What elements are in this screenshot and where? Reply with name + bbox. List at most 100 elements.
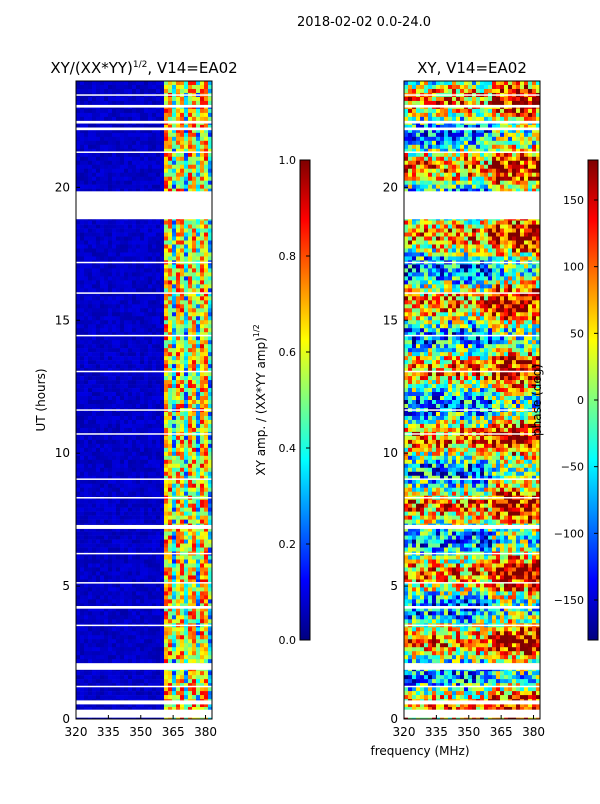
amplitude-heatmap-cell xyxy=(160,304,165,309)
amplitude-heatmap-cell xyxy=(108,519,113,524)
amplitude-heatmap-cell xyxy=(92,511,97,516)
amplitude-heatmap-cell xyxy=(96,483,101,489)
amplitude-heatmap-cell xyxy=(192,344,197,349)
amplitude-heatmap-cell xyxy=(160,156,165,162)
amplitude-heatmap-cell xyxy=(156,172,161,177)
amplitude-heatmap-cell xyxy=(160,491,165,496)
amplitude-heatmap-cell xyxy=(120,603,125,608)
amplitude-heatmap-cell xyxy=(192,368,197,373)
amplitude-heatmap-cell xyxy=(192,356,197,361)
amplitude-heatmap-cell xyxy=(108,443,113,449)
amplitude-heatmap-cell xyxy=(196,447,201,453)
amplitude-heatmap-cell xyxy=(196,419,201,425)
amplitude-heatmap-cell xyxy=(80,635,85,640)
amplitude-heatmap-cell xyxy=(140,591,145,596)
amplitude-heatmap-cell xyxy=(84,300,89,305)
amplitude-heatmap-cell xyxy=(128,615,133,620)
amplitude-heatmap-cell xyxy=(144,635,149,640)
amplitude-heatmap-cell xyxy=(200,635,205,640)
amplitude-heatmap-cell xyxy=(88,591,93,596)
amplitude-heatmap-cell xyxy=(176,304,181,309)
amplitude-heatmap-cell xyxy=(112,312,117,317)
amplitude-heatmap-cell xyxy=(96,220,101,225)
amplitude-heatmap-cell xyxy=(112,180,117,185)
amplitude-heatmap-cell xyxy=(120,443,125,449)
amplitude-heatmap-cell xyxy=(128,511,133,516)
amplitude-heatmap-cell xyxy=(80,403,85,409)
amplitude-heatmap-cell xyxy=(176,595,181,600)
amplitude-heatmap-cell xyxy=(84,491,89,496)
amplitude-heatmap-cell xyxy=(136,348,141,353)
amplitude-heatmap-cell xyxy=(152,124,157,130)
amplitude-heatmap-cell xyxy=(164,168,169,174)
amplitude-heatmap-cell xyxy=(76,483,81,489)
amplitude-heatmap-cell xyxy=(200,483,205,489)
amplitude-heatmap-cell xyxy=(84,619,89,624)
amplitude-heatmap-cell xyxy=(132,583,137,588)
amplitude-heatmap-cell xyxy=(96,300,101,305)
amplitude-heatmap-cell xyxy=(192,160,197,166)
amplitude-heatmap-cell xyxy=(104,128,109,134)
amplitude-heatmap-cell xyxy=(116,352,121,357)
amplitude-heatmap-cell xyxy=(144,364,149,369)
amplitude-heatmap-cell xyxy=(136,160,141,166)
amplitude-heatmap-cell xyxy=(172,384,177,389)
amplitude-heatmap-cell xyxy=(88,132,93,138)
amplitude-heatmap-cell xyxy=(108,435,113,441)
amplitude-heatmap-cell xyxy=(180,348,185,353)
amplitude-heatmap-cell xyxy=(152,467,157,473)
amplitude-heatmap-cell xyxy=(200,324,205,329)
amplitude-heatmap-cell xyxy=(92,324,97,329)
amplitude-heatmap-cell xyxy=(124,160,129,166)
amplitude-heatmap-cell xyxy=(204,360,209,365)
amplitude-heatmap-cell xyxy=(100,499,105,504)
amplitude-heatmap-cell xyxy=(120,499,125,504)
amplitude-heatmap-cell xyxy=(80,340,85,345)
amplitude-heatmap-cell xyxy=(104,116,109,122)
amplitude-heatmap-cell xyxy=(180,140,185,146)
amplitude-heatmap-cell xyxy=(100,643,105,648)
amplitude-heatmap-cell xyxy=(160,348,165,353)
amplitude-heatmap-cell xyxy=(116,451,121,457)
amplitude-heatmap-cell xyxy=(112,591,117,596)
amplitude-heatmap-cell xyxy=(184,352,189,357)
amplitude-heatmap-cell xyxy=(104,643,109,648)
amplitude-heatmap-cell xyxy=(196,84,201,90)
amplitude-heatmap-cell xyxy=(120,176,125,181)
amplitude-heatmap-cell xyxy=(200,244,205,249)
amplitude-heatmap-cell xyxy=(92,180,97,185)
amplitude-heatmap-cell xyxy=(116,376,121,381)
amplitude-heatmap-cell xyxy=(200,220,205,225)
amplitude-heatmap-cell xyxy=(128,415,133,421)
amplitude-heatmap-cell xyxy=(168,519,173,524)
amplitude-heatmap-cell xyxy=(180,400,185,405)
amplitude-heatmap-cell xyxy=(96,140,101,146)
amplitude-heatmap-cell xyxy=(188,332,193,337)
amplitude-heatmap-cell xyxy=(104,352,109,357)
amplitude-heatmap-cell xyxy=(124,619,129,624)
amplitude-heatmap-cell xyxy=(180,356,185,361)
amplitude-heatmap-cell xyxy=(164,651,169,656)
amplitude-heatmap-cell xyxy=(196,647,201,652)
amplitude-heatmap-cell xyxy=(192,184,197,189)
amplitude-heatmap-cell xyxy=(184,447,189,453)
amplitude-heatmap-cell xyxy=(100,152,105,158)
amplitude-heatmap-cell xyxy=(208,487,213,493)
amplitude-heatmap-cell xyxy=(92,380,97,385)
amplitude-heatmap-cell xyxy=(120,567,125,572)
amplitude-heatmap-cell xyxy=(112,499,117,504)
amplitude-heatmap-cell xyxy=(156,567,161,572)
amplitude-heatmap-cell xyxy=(92,332,97,337)
amplitude-heatmap-cell xyxy=(120,240,125,245)
amplitude-heatmap-cell xyxy=(148,276,153,281)
amplitude-heatmap-cell xyxy=(92,316,97,321)
amplitude-heatmap-cell xyxy=(140,180,145,185)
amplitude-heatmap-cell xyxy=(196,176,201,181)
amplitude-heatmap-cell xyxy=(204,471,209,477)
amplitude-heatmap-cell xyxy=(196,535,201,540)
amplitude-heatmap-cell xyxy=(88,388,93,393)
amplitude-heatmap-cell xyxy=(116,188,121,193)
amplitude-heatmap-cell xyxy=(100,392,105,397)
amplitude-heatmap-cell xyxy=(140,348,145,353)
amplitude-heatmap-cell xyxy=(176,471,181,477)
